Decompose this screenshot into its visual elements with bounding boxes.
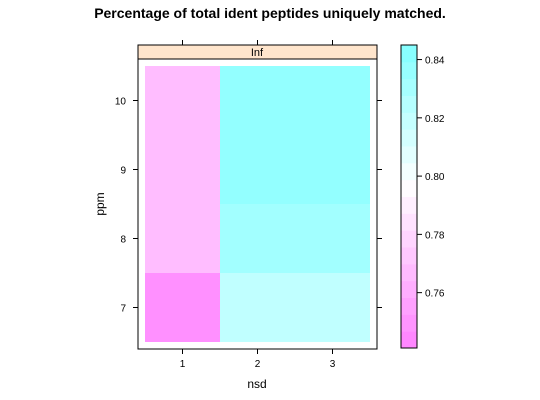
y-axis-ticks: 7 8 9 10 — [115, 97, 382, 315]
colorbar-segment — [401, 280, 417, 298]
x-tick-label: 1 — [180, 359, 186, 370]
colorbar-segment — [401, 179, 417, 197]
heatmap-cell — [295, 204, 370, 273]
heatmap-cell — [145, 66, 220, 273]
colorbar-ticks: 0.76 0.78 0.80 0.82 0.84 — [417, 56, 445, 300]
x-tick-label: 2 — [255, 359, 261, 370]
colorbar-segment — [401, 331, 417, 349]
colorbar-tick-label: 0.80 — [425, 172, 445, 183]
heatmap-cell — [220, 204, 295, 273]
heatmap-cell — [220, 273, 295, 342]
heatmap-cell — [295, 273, 370, 342]
y-tick-label: 8 — [120, 235, 126, 246]
colorbar-segment — [401, 196, 417, 214]
colorbar-tick-label: 0.84 — [425, 56, 445, 67]
colorbar-segment — [401, 129, 417, 147]
colorbar-segment — [401, 95, 417, 113]
heatmap-cell — [295, 66, 370, 204]
colorbar-segment — [401, 112, 417, 130]
colorbar-segment — [401, 247, 417, 265]
y-tick-label: 10 — [115, 97, 127, 108]
colorbar-segment — [401, 297, 417, 315]
panel-strip-label: Inf — [251, 47, 264, 59]
colorbar-border — [400, 44, 418, 349]
x-axis-label: nsd — [247, 377, 266, 391]
colorbar-tick-label: 0.78 — [425, 230, 445, 241]
chart-title: Percentage of total ident peptides uniqu… — [94, 5, 446, 21]
heatmap-cell — [145, 273, 220, 342]
colorbar-segment — [401, 314, 417, 332]
colorbar-segment — [401, 230, 417, 248]
x-axis-ticks: 1 2 3 — [180, 40, 336, 370]
colorbar-segment — [401, 146, 417, 164]
colorbar — [401, 45, 417, 349]
colorbar-segment — [401, 162, 417, 181]
colorbar-tick-label: 0.82 — [425, 114, 445, 125]
colorbar-segment — [401, 61, 417, 80]
colorbar-segment — [401, 263, 417, 282]
colorbar-segment — [401, 45, 417, 63]
colorbar-tick-label: 0.76 — [425, 289, 445, 300]
y-axis-label: ppm — [93, 192, 107, 215]
y-tick-label: 9 — [120, 166, 126, 177]
x-tick-label: 3 — [330, 359, 336, 370]
heatmap-cell — [220, 66, 295, 204]
colorbar-segment — [401, 213, 417, 231]
y-tick-label: 7 — [120, 304, 126, 315]
heatmap-cells — [145, 66, 370, 342]
colorbar-segment — [401, 78, 417, 96]
